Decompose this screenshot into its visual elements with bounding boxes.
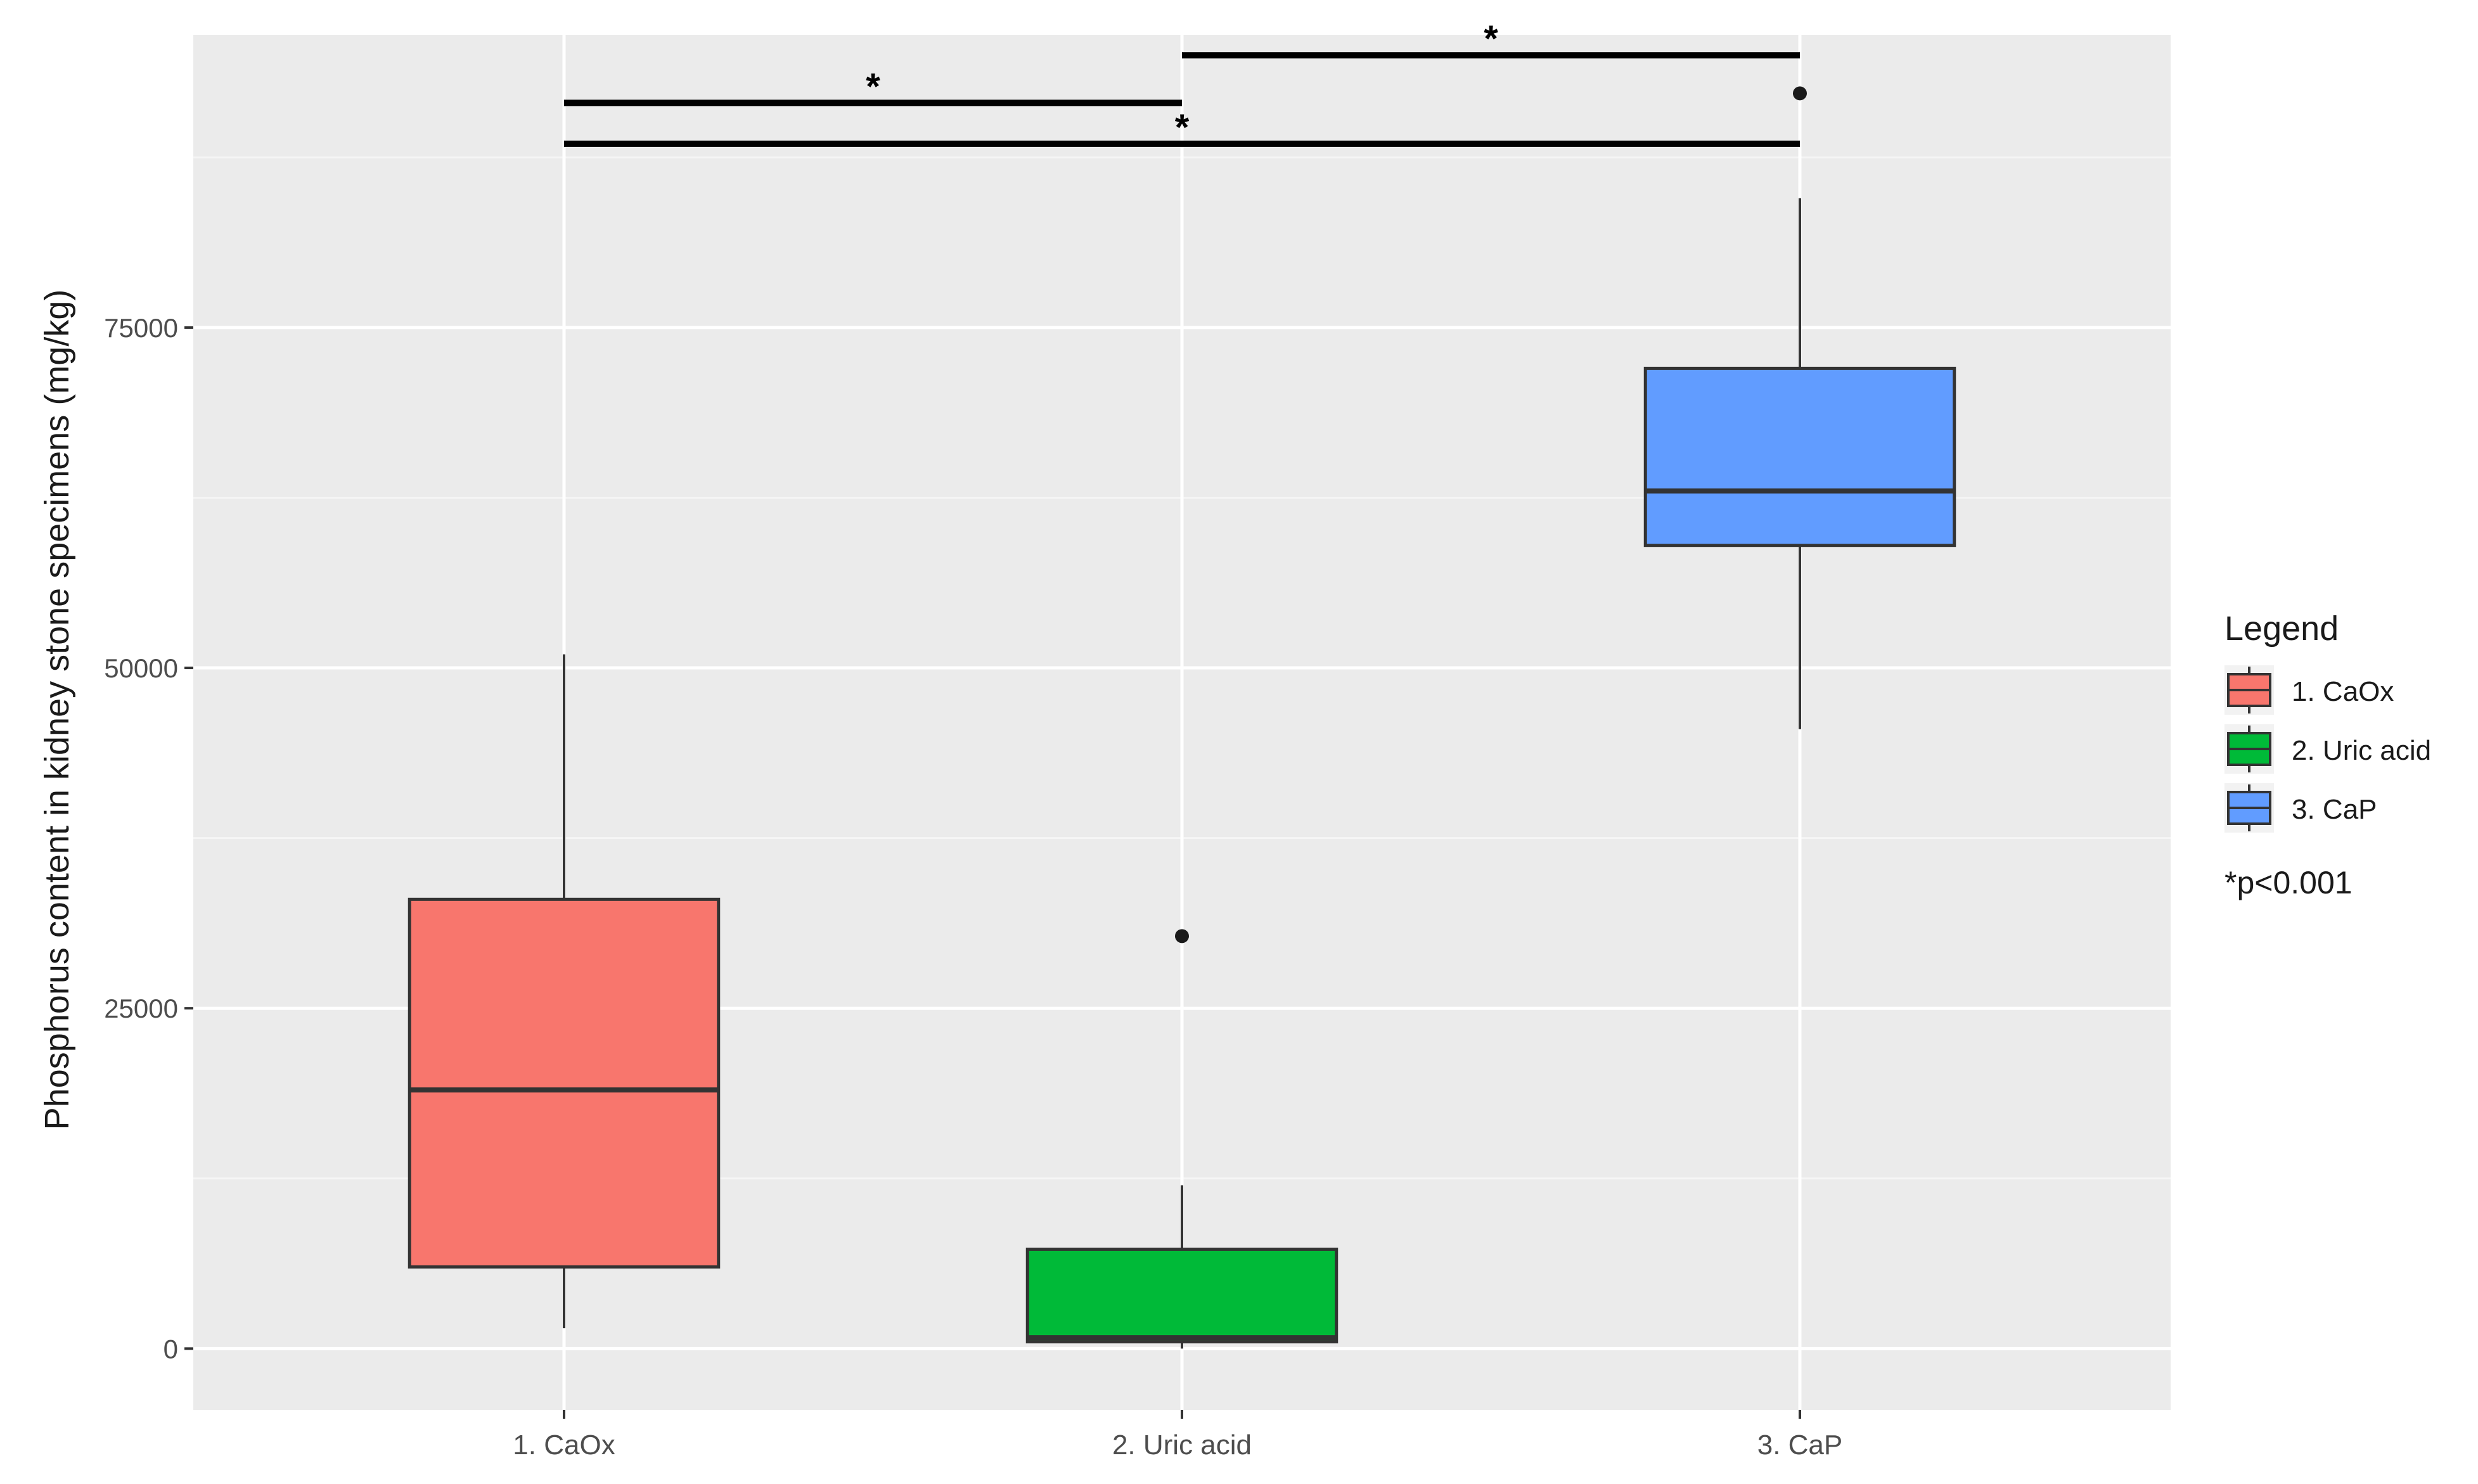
legend: Legend *p<0.001 1. CaOx 2. Uric acid 3. Ca… xyxy=(2224,610,2431,900)
legend-entry-label: 3. CaP xyxy=(2292,794,2377,825)
y-tick-label: 0 xyxy=(164,1334,178,1364)
y-axis-title: Phosphorus content in kidney stone speci… xyxy=(38,290,76,1130)
y-tick-label: 25000 xyxy=(104,994,178,1023)
significance-brackets: * * * xyxy=(564,18,1800,148)
significance-star: * xyxy=(1484,18,1498,60)
axis-ticks: 0 25000 50000 75000 1. CaOx 2. Uric acid 3. Ca… xyxy=(104,313,1842,1461)
legend-entry-label: 2. Uric acid xyxy=(2292,735,2431,766)
x-tick-label: 3. CaP xyxy=(1757,1430,1843,1461)
outlier-point xyxy=(1175,929,1189,943)
significance-star: * xyxy=(1175,107,1190,148)
box-iqr xyxy=(1025,1247,1339,1344)
box-iqr xyxy=(1643,366,1956,547)
significance-star: * xyxy=(866,66,880,107)
legend-entry-label: 1. CaOx xyxy=(2292,676,2394,707)
legend-title: Legend xyxy=(2224,610,2339,648)
outlier-point xyxy=(1793,86,1807,101)
x-tick-label: 1. CaOx xyxy=(513,1430,615,1461)
boxes xyxy=(408,86,1956,1349)
x-tick-label: 2. Uric acid xyxy=(1112,1430,1252,1461)
y-tick-label: 50000 xyxy=(104,653,178,683)
legend-note: *p<0.001 xyxy=(2224,865,2353,900)
box-iqr xyxy=(408,897,721,1269)
y-tick-label: 75000 xyxy=(104,313,178,343)
